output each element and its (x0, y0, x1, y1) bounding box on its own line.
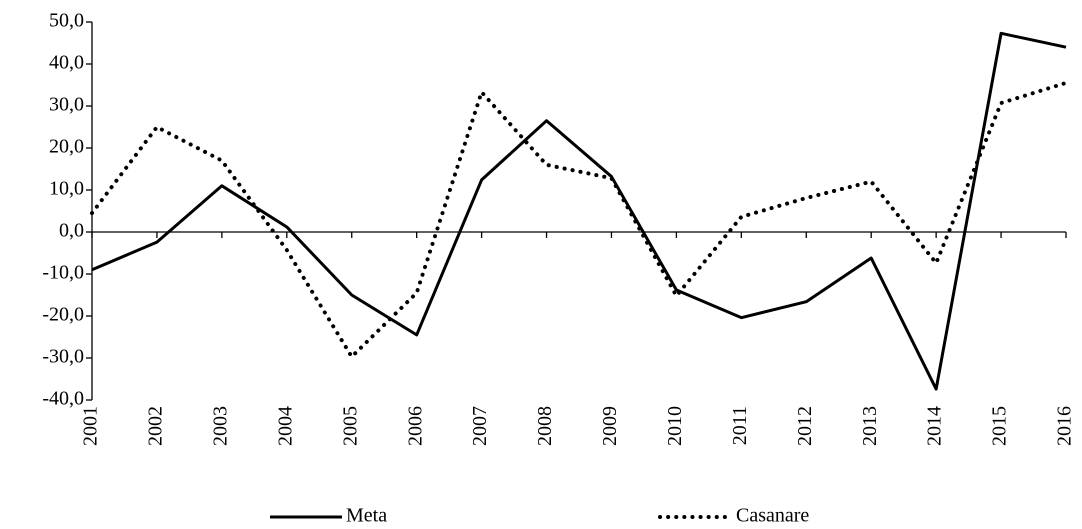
y-tick-label: -40,0 (42, 388, 84, 410)
y-tick-label: 20,0 (49, 136, 84, 158)
x-tick-label: 2003 (209, 406, 231, 446)
y-tick-label: 10,0 (49, 178, 84, 200)
x-tick-label: 2012 (794, 406, 816, 446)
y-tick-label: 0,0 (59, 220, 84, 242)
x-tick-label: 2001 (80, 406, 102, 446)
x-tick-label: 2016 (1054, 406, 1076, 446)
x-tick-label: 2010 (664, 406, 686, 446)
legend-label: Meta (346, 505, 387, 527)
y-tick-label: -30,0 (42, 346, 84, 368)
x-tick-label: 2002 (145, 406, 167, 446)
x-tick-label: 2005 (339, 406, 361, 446)
x-tick-label: 2014 (924, 406, 946, 446)
y-tick-label: 50,0 (49, 10, 84, 32)
y-tick-label: 40,0 (49, 52, 84, 74)
x-tick-label: 2004 (274, 406, 296, 446)
x-tick-label: 2006 (404, 406, 426, 446)
x-tick-label: 2011 (729, 406, 751, 445)
y-tick-label: -20,0 (42, 304, 84, 326)
x-tick-label: 2013 (859, 406, 881, 446)
x-tick-label: 2015 (989, 406, 1011, 446)
y-tick-label: 30,0 (49, 94, 84, 116)
x-tick-label: 2007 (469, 406, 491, 446)
x-tick-label: 2008 (534, 406, 556, 446)
series-line (90, 80, 1068, 359)
legend-label: Casanare (736, 505, 809, 527)
series-line (91, 31, 1067, 391)
x-tick-label: 2009 (599, 406, 621, 446)
y-tick-label: -10,0 (42, 262, 84, 284)
